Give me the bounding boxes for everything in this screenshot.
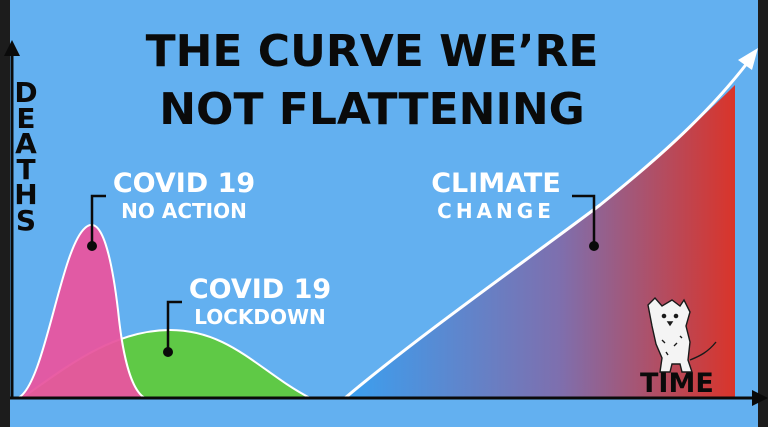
noaction-leader (90, 194, 106, 244)
noaction-marker (87, 241, 97, 251)
y-axis-arrowhead (4, 40, 20, 56)
climate-marker (589, 241, 599, 251)
series-noaction-area (17, 224, 146, 399)
climate-arrowhead (738, 48, 758, 70)
lockdown-label-line2: LOCKDOWN (194, 305, 326, 329)
left-border (0, 0, 10, 427)
x-axis-label: TIME (640, 368, 714, 399)
series-climate-area (345, 85, 735, 398)
lockdown-leader (166, 300, 182, 350)
lockdown-marker (163, 347, 173, 357)
x-axis-arrowhead (752, 390, 768, 406)
climate-leader (572, 194, 596, 244)
noaction-label-line1: COVID 19 (112, 168, 256, 199)
right-border (758, 0, 768, 427)
noaction-label-line2: NO ACTION (121, 199, 247, 223)
climate-label-line2: CHANGE (437, 199, 555, 223)
lockdown-label-line1: COVID 19 (188, 274, 332, 305)
chart-title-line2: NOT FLATTENING (159, 84, 585, 135)
dog-icon (647, 296, 717, 373)
chart-title-line1: THE CURVE WE’RE (145, 26, 599, 77)
climate-label-line1: CLIMATE (431, 168, 561, 199)
y-axis-label: DEATHS (14, 76, 38, 237)
